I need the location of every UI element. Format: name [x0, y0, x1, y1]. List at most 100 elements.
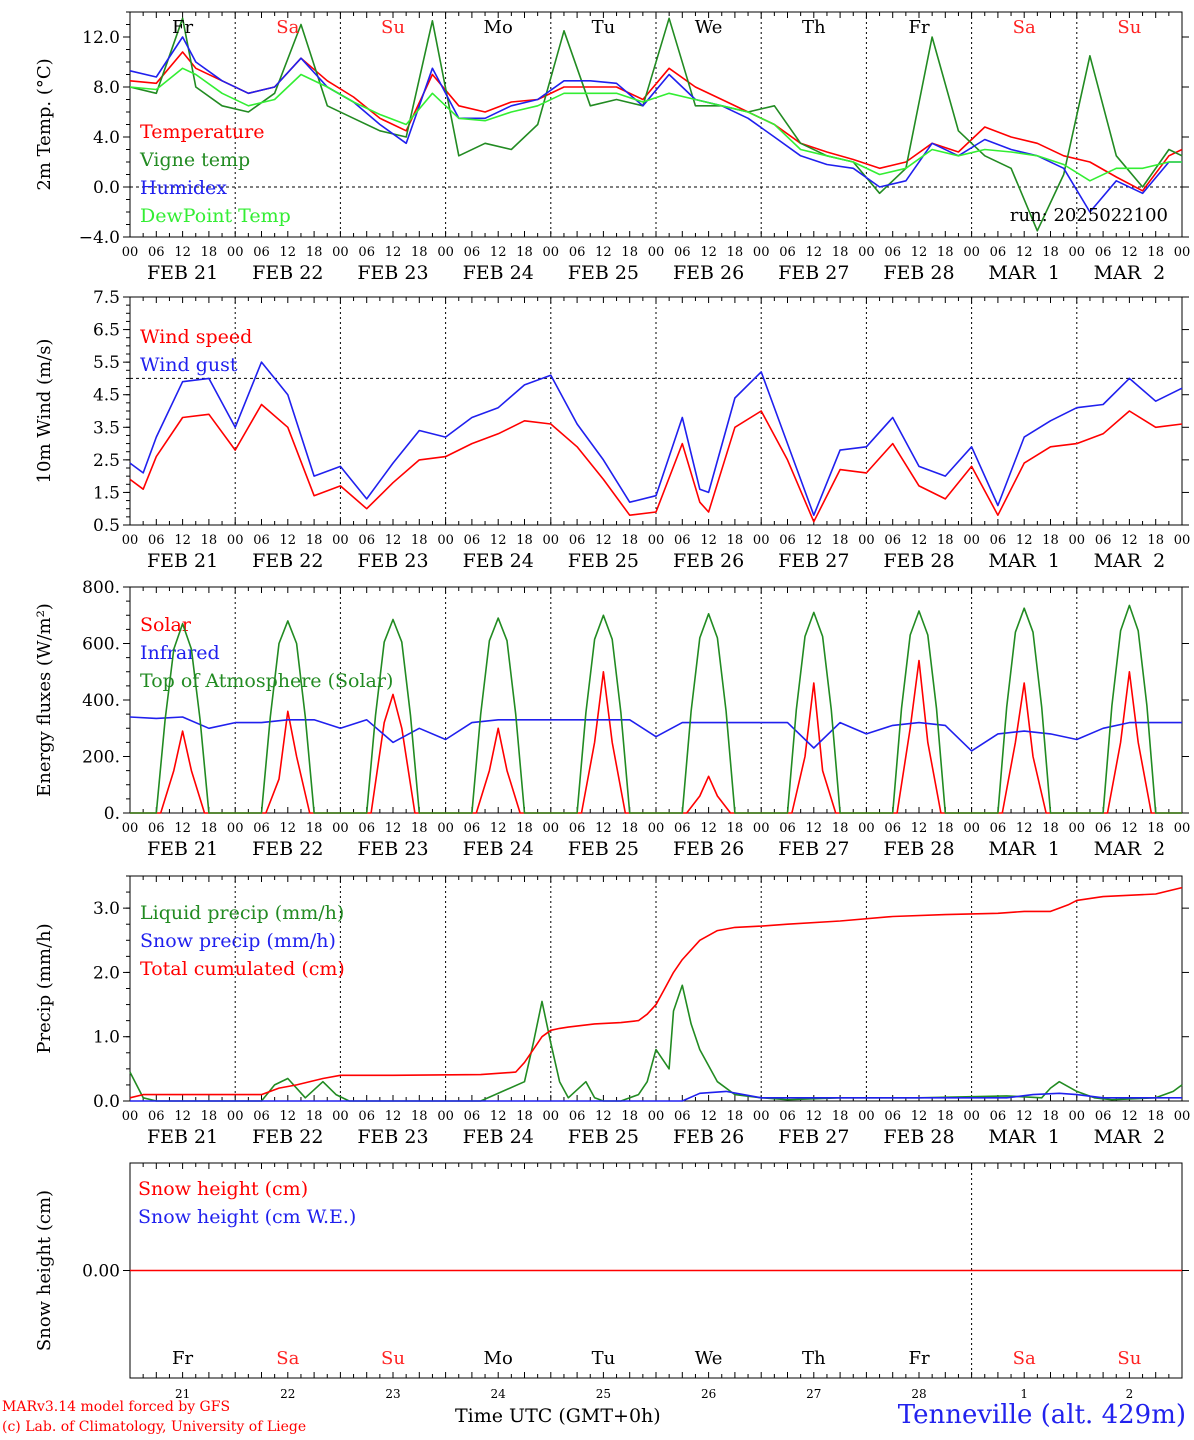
hour-tick-label: 18	[937, 533, 954, 548]
hour-tick-label: 12	[1121, 533, 1138, 548]
y-tick-label: 5.5	[93, 353, 120, 373]
series-line-2	[129, 886, 1183, 1099]
hour-tick-label: 00	[122, 533, 139, 548]
date-label: FEB 25	[568, 262, 639, 284]
y-axis-label: Energy fluxes (W/m²)	[34, 603, 55, 797]
legend-entry: Snow height (cm W.E.)	[138, 1206, 356, 1228]
hour-tick-label: 00	[332, 1109, 349, 1124]
hour-tick-label: 06	[990, 245, 1007, 260]
series-line-1	[129, 361, 1183, 517]
hour-tick-label: 18	[306, 1109, 323, 1124]
hour-tick-label: 00	[648, 1109, 665, 1124]
legend-entry: Solar	[140, 614, 192, 636]
hour-tick-label: 00	[227, 245, 244, 260]
date-label: FEB 23	[357, 550, 428, 572]
hour-tick-label: 18	[1042, 245, 1059, 260]
y-tick-label: 1.5	[93, 483, 120, 503]
hour-tick-label: 00	[858, 245, 875, 260]
day-number-label: 23	[385, 1387, 400, 1401]
hour-tick-label: 18	[306, 821, 323, 836]
hour-tick-label: 06	[674, 533, 691, 548]
hour-tick-label: 18	[937, 821, 954, 836]
hour-tick-label: 12	[174, 245, 191, 260]
y-tick-label: 0.0	[93, 178, 120, 198]
weekday-label: Th	[802, 17, 826, 38]
date-label: FEB 28	[883, 550, 954, 572]
hour-tick-label: 18	[201, 821, 218, 836]
hour-tick-label: 00	[227, 1109, 244, 1124]
legend-entry: Snow precip (mm/h)	[140, 930, 336, 952]
hour-tick-label: 00	[1174, 1109, 1191, 1124]
date-label: FEB 27	[778, 838, 849, 860]
hour-tick-label: 00	[122, 821, 139, 836]
legend-entry: Total cumulated (cm)	[140, 958, 345, 980]
legend-entry: Infrared	[140, 642, 220, 664]
hour-tick-label: 00	[543, 245, 560, 260]
legend-entry: Wind gust	[140, 354, 238, 376]
date-label: FEB 25	[568, 550, 639, 572]
hour-tick-label: 06	[148, 533, 165, 548]
date-label: FEB 26	[673, 1126, 744, 1148]
date-label: MAR 1	[988, 262, 1060, 284]
hour-tick-label: 18	[832, 821, 849, 836]
hour-tick-label: 00	[1069, 1109, 1086, 1124]
weekday-label: Fr	[172, 17, 193, 38]
day-number-label: 1	[1020, 1387, 1028, 1401]
y-axis-label: 10m Wind (m/s)	[34, 339, 55, 484]
hour-tick-label: 12	[595, 245, 612, 260]
hour-tick-label: 06	[884, 821, 901, 836]
date-label: FEB 23	[357, 262, 428, 284]
hour-tick-label: 00	[122, 1109, 139, 1124]
y-tick-label: 0.00	[82, 1262, 120, 1282]
hour-tick-label: 18	[201, 533, 218, 548]
date-label: FEB 22	[252, 262, 323, 284]
hour-tick-label: 06	[464, 1109, 481, 1124]
hour-tick-label: 18	[306, 533, 323, 548]
hour-tick-label: 12	[385, 821, 402, 836]
hour-tick-label: 12	[490, 1109, 507, 1124]
hour-tick-label: 06	[464, 533, 481, 548]
hour-tick-label: 00	[332, 533, 349, 548]
hour-tick-label: 06	[253, 533, 270, 548]
hour-tick-label: 12	[1016, 533, 1033, 548]
y-tick-label: 6.5	[93, 321, 120, 341]
hour-tick-label: 18	[621, 245, 638, 260]
hour-tick-label: 00	[437, 245, 454, 260]
y-axis-label: Snow height (cm)	[34, 1190, 55, 1351]
hour-tick-label: 06	[1095, 821, 1112, 836]
date-label: MAR 2	[1094, 838, 1166, 860]
date-label: FEB 26	[673, 262, 744, 284]
y-tick-label: 2.5	[93, 451, 120, 471]
legend-entry: Vigne temp	[139, 149, 250, 171]
date-label: FEB 24	[463, 550, 534, 572]
hour-tick-label: 12	[174, 1109, 191, 1124]
day-number-label: 25	[596, 1387, 611, 1401]
run-annotation: run: 2025022100	[1010, 205, 1168, 226]
hour-tick-label: 00	[437, 533, 454, 548]
hour-tick-label: 00	[122, 245, 139, 260]
day-number-label: 2	[1126, 1387, 1134, 1401]
weekday-label: Su	[1117, 1348, 1141, 1369]
hour-tick-label: 00	[332, 821, 349, 836]
hour-tick-label: 18	[201, 245, 218, 260]
y-tick-label: 200.	[82, 748, 120, 768]
hour-tick-label: 12	[806, 821, 823, 836]
weekday-label: We	[695, 17, 723, 38]
hour-tick-label: 00	[1069, 821, 1086, 836]
hour-tick-label: 12	[806, 533, 823, 548]
legend-entry: Humidex	[140, 177, 227, 199]
hour-tick-label: 12	[280, 1109, 297, 1124]
weekday-label: Tu	[592, 17, 616, 38]
hour-tick-label: 18	[1147, 533, 1164, 548]
hour-tick-label: 12	[174, 533, 191, 548]
hour-tick-label: 00	[648, 533, 665, 548]
hour-tick-label: 12	[490, 821, 507, 836]
legend-entry: Wind speed	[140, 326, 252, 348]
hour-tick-label: 00	[332, 245, 349, 260]
hour-tick-label: 06	[358, 1109, 375, 1124]
date-label: MAR 2	[1094, 550, 1166, 572]
hour-tick-label: 12	[490, 533, 507, 548]
y-axis-label: Precip (mm/h)	[34, 923, 55, 1053]
day-number-label: 21	[175, 1387, 190, 1401]
hour-tick-label: 06	[779, 1109, 796, 1124]
